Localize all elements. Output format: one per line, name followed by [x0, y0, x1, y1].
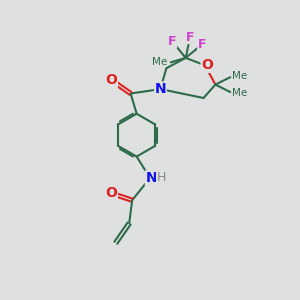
Text: F: F — [186, 31, 194, 44]
Text: N: N — [154, 82, 166, 96]
Text: O: O — [105, 185, 117, 200]
Text: F: F — [198, 38, 206, 51]
Text: Me: Me — [232, 88, 247, 98]
Text: N: N — [146, 171, 157, 185]
Text: O: O — [201, 58, 213, 72]
Text: Me: Me — [152, 57, 167, 67]
Text: F: F — [168, 35, 176, 48]
Text: O: O — [105, 74, 117, 88]
Text: H: H — [157, 171, 166, 184]
Text: Me: Me — [232, 71, 247, 81]
